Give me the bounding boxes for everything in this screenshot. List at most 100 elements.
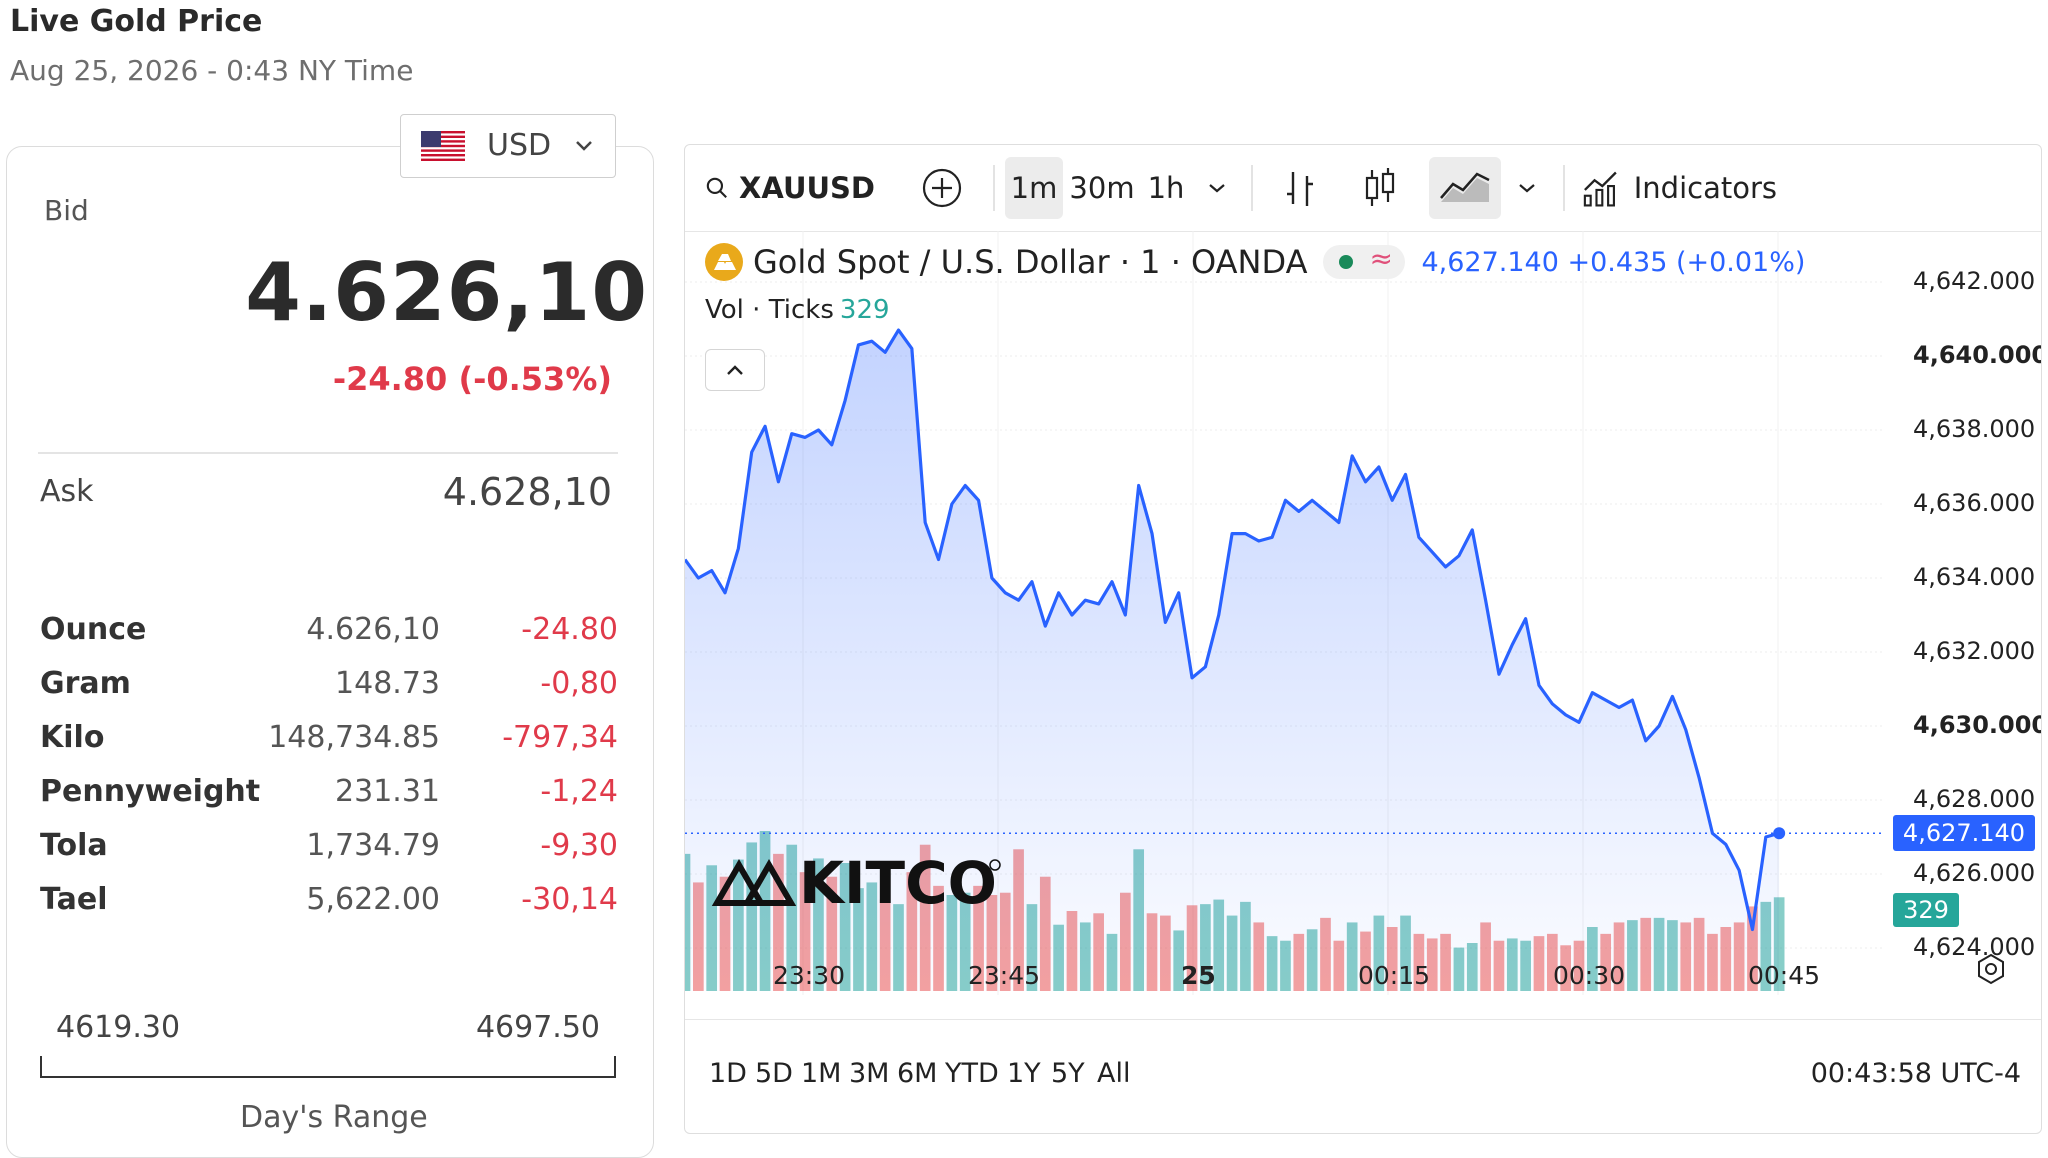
weight-row: Ounce 4.626,10 -24.80 — [0, 612, 660, 662]
weight-row: Tola 1,734.79 -9,30 — [0, 828, 660, 878]
market-open-dot — [1339, 255, 1354, 269]
plus-circle-icon — [922, 168, 962, 208]
price-tick-label: 4,630.000 — [1913, 711, 2042, 739]
price-tick-label: 4,640.000 — [1913, 341, 2042, 369]
weight-name: Tael — [40, 882, 108, 917]
currency-dropdown[interactable]: USD — [400, 114, 616, 178]
volume-value: 329 — [839, 295, 890, 325]
interval-1h[interactable]: 1h — [1147, 171, 1185, 205]
weight-row: Tael 5,622.00 -30,14 — [0, 882, 660, 932]
time-tick-label: 25 — [1181, 961, 1216, 990]
chart-legend: Gold Spot / U.S. Dollar · 1 · OANDA ≈ 4,… — [705, 239, 1805, 285]
weight-name: Tola — [40, 828, 108, 863]
price-tick-label: 4,642.000 — [1913, 267, 2036, 295]
price-tick-label: 4,634.000 — [1913, 563, 2036, 591]
range-5d[interactable]: 5D — [755, 1058, 793, 1089]
time-tick-label: 23:30 — [773, 961, 846, 990]
price-tick-label: 4,632.000 — [1913, 637, 2036, 665]
compare-button[interactable] — [917, 145, 967, 231]
time-tick-label: 00:15 — [1358, 961, 1431, 990]
candle-style-button[interactable] — [1351, 145, 1409, 231]
range-bar: 1D 5D 1M 3M 6M YTD 1Y 5Y All 00:43:58 UT… — [685, 1019, 2041, 1133]
time-tick-label: 23:45 — [968, 961, 1041, 990]
chevron-down-icon — [576, 141, 592, 151]
weight-name: Kilo — [40, 720, 105, 755]
last-price-marker — [1773, 827, 1786, 840]
price-chart[interactable]: KITCO — [685, 145, 2041, 1133]
weight-name: Pennyweight — [40, 774, 261, 809]
collapse-legend-button[interactable] — [705, 349, 765, 391]
market-status-pill[interactable]: ≈ — [1323, 242, 1406, 279]
page-title: Live Gold Price — [10, 4, 263, 39]
weight-price: 1,734.79 — [306, 828, 440, 863]
bid-price: 4.626,10 — [245, 246, 648, 339]
chart-type-dropdown[interactable] — [1505, 145, 1549, 231]
weight-price: 148,734.85 — [268, 720, 440, 755]
interval-30m[interactable]: 30m — [1069, 171, 1135, 205]
interval-1m[interactable]: 1m — [1005, 157, 1063, 219]
us-flag-icon — [421, 131, 465, 161]
bar-style-button[interactable] — [1271, 145, 1329, 231]
weight-price: 4.626,10 — [306, 612, 440, 647]
weight-change: -1,24 — [540, 774, 618, 809]
settings-icon[interactable] — [1975, 953, 2007, 985]
price-tick-label: 4,638.000 — [1913, 415, 2036, 443]
price-area — [685, 328, 1885, 992]
weight-row: Gram 148.73 -0,80 — [0, 666, 660, 716]
price-line — [685, 328, 1780, 932]
symbol-search[interactable]: XAUUSD — [705, 145, 875, 231]
weight-name: Gram — [40, 666, 131, 701]
range-all[interactable]: All — [1097, 1058, 1131, 1089]
volume-label: Vol · Ticks — [705, 295, 834, 325]
range-1m[interactable]: 1M — [801, 1058, 842, 1089]
last-quote: 4,627.140 +0.435 (+0.01%) — [1421, 246, 1806, 278]
chevron-down-icon — [1209, 184, 1225, 193]
chart-toolbar: XAUUSD 1m 30m 1h — [685, 145, 2041, 232]
utc-clock[interactable]: 00:43:58 UTC-4 — [1810, 1058, 2021, 1089]
indicators-button[interactable]: Indicators — [1581, 145, 1777, 231]
current-price-tag: 4,627.140 — [1893, 815, 2035, 852]
chart-widget: XAUUSD 1m 30m 1h — [684, 144, 2042, 1134]
weight-change: -797,34 — [502, 720, 618, 755]
price-tick-label: 4,628.000 — [1913, 785, 2036, 813]
day-range-low: 4619.30 — [56, 1010, 181, 1045]
bid-label: Bid — [44, 194, 89, 227]
weight-change: -24.80 — [521, 612, 618, 647]
bars-chart-icon — [1287, 172, 1313, 206]
price-tick-label: 4,624.000 — [1913, 933, 2036, 961]
weight-price: 5,622.00 — [306, 882, 440, 917]
range-3m[interactable]: 3M — [849, 1058, 890, 1089]
page-timestamp: Aug 25, 2026 - 0:43 NY Time — [10, 54, 414, 87]
toolbar-divider — [993, 165, 995, 211]
watermark-text: KITCO — [799, 849, 997, 917]
candlestick-icon — [1365, 168, 1395, 206]
range-1y[interactable]: 1Y — [1007, 1058, 1041, 1089]
indicators-icon — [1583, 171, 1617, 207]
interval-dropdown[interactable] — [1197, 145, 1237, 231]
range-5y[interactable]: 5Y — [1051, 1058, 1085, 1089]
bid-change: -24.80 (-0.53%) — [332, 360, 612, 398]
currency-label: USD — [487, 128, 552, 163]
chevron-down-icon — [1519, 184, 1535, 193]
gold-bars-icon — [705, 243, 743, 281]
volume-legend: Vol · Ticks 329 — [705, 295, 890, 325]
range-6m[interactable]: 6M — [897, 1058, 938, 1089]
weight-change: -0,80 — [540, 666, 618, 701]
area-style-button[interactable] — [1429, 157, 1501, 219]
symbol-label: XAUUSD — [739, 171, 875, 205]
price-tick-label: 4,626.000 — [1913, 859, 2036, 887]
current-volume-tag: 329 — [1893, 893, 1959, 927]
range-1d[interactable]: 1D — [709, 1058, 747, 1089]
ask-label: Ask — [40, 474, 94, 509]
search-icon — [706, 177, 727, 198]
price-card — [6, 146, 654, 1158]
approx-icon: ≈ — [1369, 242, 1393, 275]
weight-row: Kilo 148,734.85 -797,34 — [0, 720, 660, 770]
time-tick-label: 00:45 — [1748, 961, 1821, 990]
kitco-watermark: KITCO — [711, 849, 1001, 917]
range-ytd[interactable]: YTD — [945, 1058, 999, 1089]
ask-price: 4.628,10 — [442, 470, 612, 514]
day-range-high: 4697.50 — [475, 1010, 600, 1045]
weight-name: Ounce — [40, 612, 147, 647]
weight-change: -9,30 — [540, 828, 618, 863]
